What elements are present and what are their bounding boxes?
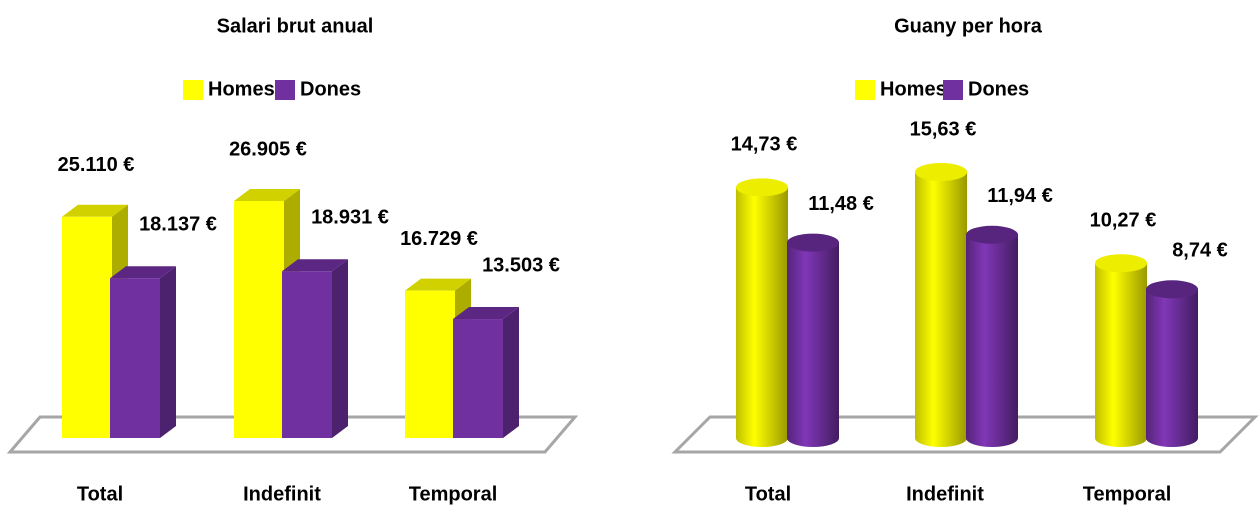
cylinder [1146,280,1198,447]
legend-label: Dones [968,78,1029,100]
cylinder-body [736,187,788,438]
legend-swatch [855,80,875,100]
bar-front [405,290,455,438]
cylinder [966,225,1018,447]
x-tick-label: Temporal [409,483,498,505]
bar [282,259,348,438]
bar-side [160,266,176,438]
bar [453,307,519,438]
data-label: 10,27 € [1090,210,1157,232]
bar-front [234,201,284,438]
cylinder-top [1146,280,1198,299]
cylinder-top [736,178,788,197]
data-label: 14,73 € [731,134,798,156]
legend-label: Dones [300,78,361,100]
x-tick-label: Temporal [1083,483,1172,505]
data-label: 26.905 € [229,138,307,160]
bar-top [453,307,519,320]
data-label: 11,94 € [987,185,1053,207]
bar-top [62,204,128,217]
data-label: 25.110 € [58,154,135,176]
bar-top [282,259,348,272]
data-label: 11,48 € [808,193,874,215]
x-tick-label: Indefinit [243,483,321,505]
cylinder [736,178,788,447]
cylinder-body [1146,289,1198,438]
chart-title: Salari brut anual [217,15,374,37]
cylinder-top [966,225,1018,244]
x-tick-label: Total [77,483,123,505]
cylinder-top [1095,254,1147,273]
bar-top [405,278,471,291]
legend-swatch [943,80,963,100]
data-label: 8,74 € [1172,240,1228,262]
data-label: 15,63 € [910,118,977,140]
cylinder-top [787,233,839,252]
legend-label: Homes [208,78,275,100]
cylinder-body [966,234,1018,438]
bar-front [110,278,160,438]
data-label: 18.137 € [139,214,217,236]
bar-side [503,307,519,438]
legend-swatch [183,80,203,100]
data-label: 18.931 € [311,207,389,229]
bar-front [453,319,503,438]
cylinder-top [915,163,967,181]
data-label: 16.729 € [400,228,478,250]
data-label: 13.503 € [482,254,560,276]
cylinder-body [1095,263,1147,438]
cylinder-body [787,242,839,438]
bar-front [62,216,112,438]
cylinder [915,163,967,447]
legend-swatch [275,80,295,100]
bar-top [110,266,176,279]
x-tick-label: Total [745,483,791,505]
cylinder-body [915,172,967,438]
bar-front [282,271,332,438]
x-tick-label: Indefinit [906,483,984,505]
bar [110,266,176,438]
bar-side [332,259,348,438]
chart-title: Guany per hora [894,15,1043,37]
cylinder [787,233,839,447]
legend-label: Homes [880,78,947,100]
cylinder [1095,254,1147,447]
bar-top [234,189,300,201]
